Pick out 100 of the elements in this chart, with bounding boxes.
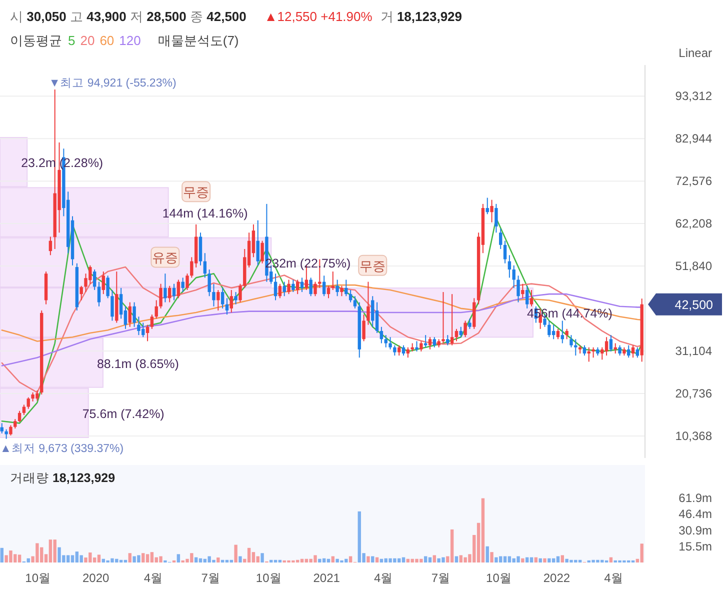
bar xyxy=(124,560,128,562)
bar xyxy=(543,558,546,562)
bar xyxy=(252,552,256,562)
bar xyxy=(80,555,83,562)
y-tick-label: 72,576 xyxy=(675,174,712,188)
bar xyxy=(534,557,538,562)
bar xyxy=(331,556,335,562)
bar xyxy=(119,560,123,562)
bar xyxy=(424,556,428,562)
y-tick-label: 30.9m xyxy=(678,523,712,538)
bar xyxy=(225,560,229,562)
chart-title: 시 30,050 고 43,900 저 28,500 종 42,500 xyxy=(10,9,246,24)
bar xyxy=(322,558,326,562)
x-tick-label: 7월 xyxy=(431,571,450,585)
chart-title: 매물분석도(7) xyxy=(158,33,239,48)
annotation: ▲최저 9,673 (339.37%) xyxy=(0,442,124,455)
text: 거 18,123,929 xyxy=(380,9,462,24)
annotation: 유증 xyxy=(152,250,178,266)
text: 60 xyxy=(100,33,114,48)
x-tick-label: 4월 xyxy=(604,571,623,585)
bar xyxy=(247,548,251,562)
y-tick-label: 93,312 xyxy=(675,89,712,104)
bar xyxy=(516,556,520,562)
bar xyxy=(234,544,238,562)
bar xyxy=(296,560,300,562)
bar xyxy=(521,558,524,562)
bar xyxy=(318,558,322,562)
bar xyxy=(97,554,101,562)
y-tick-label: 46.4m xyxy=(678,507,712,522)
bar xyxy=(26,558,30,562)
text: 20 xyxy=(80,33,95,48)
bar xyxy=(640,544,644,562)
bar xyxy=(454,556,458,562)
bar xyxy=(578,560,582,562)
y-tick-label: 20,736 xyxy=(675,386,712,401)
bar xyxy=(503,556,507,562)
y-tick-label: 31,104 xyxy=(675,344,712,358)
bar xyxy=(530,557,534,562)
bar xyxy=(230,560,233,562)
text: 거래량 18,123,929 xyxy=(10,471,116,485)
data-label: 144m (14.16%) xyxy=(162,206,248,220)
bar xyxy=(490,552,494,562)
bar xyxy=(238,556,242,562)
bar xyxy=(348,556,352,562)
bar xyxy=(402,557,406,562)
y-tick-label: 15.5m xyxy=(678,539,712,554)
bar xyxy=(146,554,150,562)
y-tick-label: 62,208 xyxy=(675,216,712,231)
legend-title: 이동평균 xyxy=(10,33,62,48)
bar xyxy=(260,553,264,562)
bar xyxy=(198,558,202,562)
bar xyxy=(428,557,432,562)
data-label: 88.1m (8.65%) xyxy=(96,356,179,371)
bar xyxy=(486,546,489,562)
x-tick-label: 2020 xyxy=(82,571,110,585)
bar xyxy=(525,557,529,562)
bar xyxy=(53,540,56,562)
bar xyxy=(150,552,154,562)
bar xyxy=(560,555,564,562)
bar xyxy=(256,556,260,562)
bar xyxy=(128,553,132,562)
x-tick-label: 2021 xyxy=(313,571,340,585)
bar xyxy=(159,556,162,562)
bar xyxy=(278,560,282,562)
y-tick-label: 10,368 xyxy=(675,429,712,443)
bar xyxy=(142,553,145,562)
bar xyxy=(548,558,551,562)
bar xyxy=(371,556,374,562)
x-tick-label: 4월 xyxy=(144,571,163,585)
data-label: 75.6m (7.42%) xyxy=(82,406,164,421)
annotation: 무증 xyxy=(360,258,386,274)
price-tag: 42,500 xyxy=(648,293,722,316)
bar xyxy=(194,557,198,562)
x-tick-label: 4월 xyxy=(374,571,393,585)
bar xyxy=(176,554,180,562)
bar xyxy=(508,556,512,562)
text: Linear xyxy=(678,46,712,60)
bar xyxy=(220,560,224,562)
annotation: 42,500 xyxy=(674,298,714,312)
bar xyxy=(0,548,4,562)
bar xyxy=(66,555,70,562)
x-tick-label: 10월 xyxy=(25,571,51,585)
bar xyxy=(432,555,436,562)
x-tick-label: 10월 xyxy=(256,571,282,585)
annotation: 무증 xyxy=(183,184,210,200)
bar xyxy=(75,552,79,562)
text: ▲12,550 +41.90% xyxy=(264,9,373,24)
bar xyxy=(70,555,74,562)
text: 5 xyxy=(68,33,76,48)
bar xyxy=(450,529,454,562)
event-tag: 무증 xyxy=(182,181,211,202)
x-tick-label: 10월 xyxy=(486,571,512,585)
bar xyxy=(48,540,52,562)
bar xyxy=(538,558,542,562)
bar xyxy=(366,556,370,562)
y-tick-label: 61.9m xyxy=(678,490,712,505)
bar xyxy=(270,560,273,562)
x-tick-label: 2022 xyxy=(543,571,570,585)
bar xyxy=(609,557,613,562)
bar xyxy=(556,556,560,562)
